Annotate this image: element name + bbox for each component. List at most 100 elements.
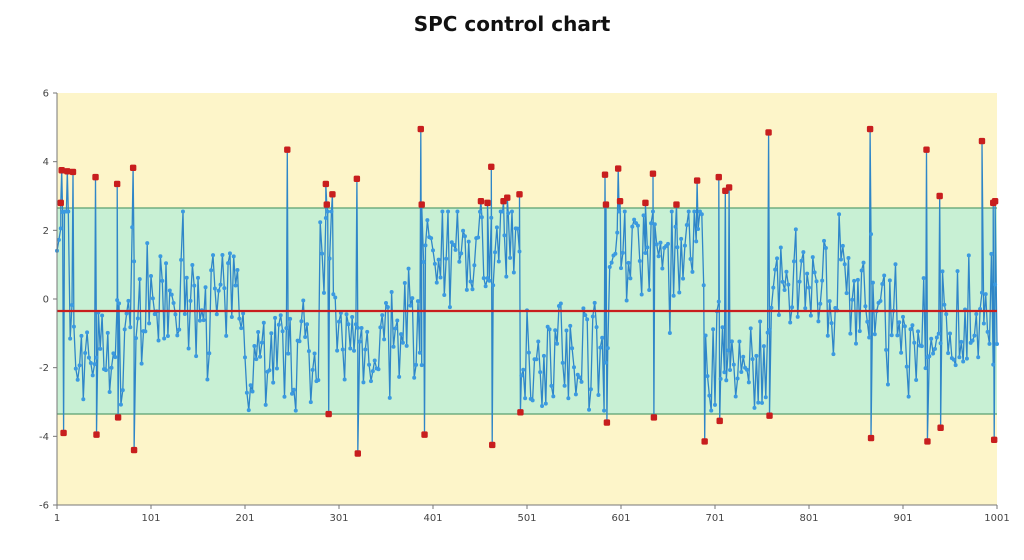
- data-point: [904, 364, 909, 369]
- data-point: [776, 312, 781, 317]
- data-point: [948, 331, 952, 336]
- data-point: [211, 253, 216, 258]
- data-point: [149, 273, 153, 278]
- out-of-control-point: [329, 191, 336, 198]
- out-of-control-point: [504, 194, 511, 201]
- data-point: [444, 256, 449, 261]
- data-point: [682, 243, 687, 248]
- out-of-control-point: [322, 180, 330, 188]
- data-point: [983, 292, 988, 297]
- data-point: [286, 351, 291, 356]
- data-point: [912, 340, 917, 345]
- data-point: [955, 269, 960, 274]
- data-point: [194, 354, 199, 359]
- data-point: [953, 363, 958, 368]
- data-point: [387, 395, 392, 400]
- data-point: [259, 340, 264, 345]
- data-point: [162, 336, 167, 341]
- data-point: [229, 314, 234, 319]
- out-of-control-point: [650, 414, 658, 421]
- out-of-control-point: [488, 163, 495, 171]
- out-of-control-point: [603, 419, 611, 426]
- data-point: [271, 380, 276, 385]
- data-point: [246, 408, 251, 413]
- data-point: [152, 312, 157, 317]
- data-point: [803, 306, 808, 311]
- out-of-control-point: [765, 129, 772, 136]
- data-point: [669, 209, 674, 214]
- data-point: [805, 271, 810, 276]
- data-point: [333, 295, 338, 300]
- data-point: [696, 226, 701, 231]
- data-point: [549, 383, 554, 388]
- data-point: [399, 332, 404, 337]
- data-point: [536, 339, 541, 344]
- out-of-control-point: [114, 414, 122, 421]
- data-point: [248, 383, 253, 388]
- x-tick-label: 401: [423, 513, 442, 524]
- data-point: [164, 261, 169, 266]
- data-point: [410, 296, 415, 301]
- data-point: [887, 278, 892, 283]
- data-point: [760, 400, 764, 405]
- data-point: [500, 209, 505, 214]
- data-point: [73, 366, 78, 371]
- data-point: [165, 333, 170, 338]
- data-point: [758, 319, 763, 324]
- data-point: [579, 379, 584, 384]
- data-point: [66, 209, 71, 214]
- data-point: [748, 326, 753, 331]
- data-point: [901, 314, 905, 319]
- out-of-control-point: [323, 201, 330, 208]
- data-point: [419, 363, 424, 368]
- data-point: [692, 209, 697, 214]
- data-point: [400, 340, 405, 345]
- data-point: [303, 335, 308, 340]
- y-axis-ticks: 6 4 2 0 -2 -4 -6: [39, 89, 57, 512]
- data-point: [684, 223, 689, 228]
- data-point: [699, 212, 704, 217]
- data-point: [431, 248, 435, 253]
- data-point: [964, 356, 969, 361]
- data-point: [169, 292, 174, 297]
- data-point: [605, 346, 610, 351]
- data-point: [842, 262, 847, 267]
- data-point: [94, 355, 99, 360]
- out-of-control-point: [516, 191, 523, 198]
- out-of-control-point: [701, 438, 708, 445]
- data-point: [534, 357, 539, 362]
- data-point: [521, 367, 526, 372]
- data-point: [921, 276, 926, 281]
- data-point: [128, 325, 133, 330]
- data-point: [58, 226, 63, 231]
- data-point: [617, 209, 622, 214]
- data-point: [509, 209, 514, 214]
- data-point: [769, 305, 774, 310]
- data-point: [158, 254, 163, 259]
- data-point: [838, 257, 843, 262]
- data-point: [276, 322, 281, 327]
- out-of-control-point: [616, 197, 624, 205]
- data-point: [284, 326, 289, 331]
- data-point: [972, 333, 977, 338]
- x-tick-label: 901: [893, 513, 912, 524]
- data-point: [793, 227, 798, 232]
- data-point: [797, 279, 802, 284]
- data-point: [171, 300, 176, 305]
- data-point: [192, 283, 197, 288]
- data-point: [267, 368, 272, 373]
- data-point: [254, 357, 259, 362]
- data-point: [502, 233, 507, 238]
- data-point: [707, 393, 712, 398]
- data-point: [630, 224, 635, 229]
- out-of-control-point: [923, 146, 930, 153]
- out-of-control-point: [353, 175, 361, 183]
- data-point: [910, 323, 915, 328]
- data-point: [483, 284, 488, 289]
- data-point: [602, 408, 607, 413]
- data-point: [329, 209, 334, 214]
- data-point: [763, 395, 768, 400]
- data-point: [718, 376, 723, 381]
- out-of-control-point: [978, 137, 986, 145]
- data-point: [415, 299, 420, 304]
